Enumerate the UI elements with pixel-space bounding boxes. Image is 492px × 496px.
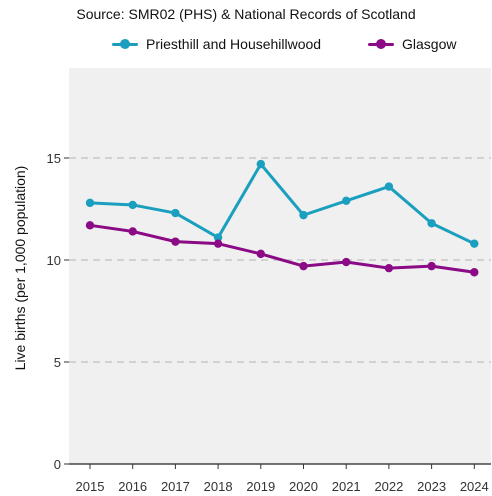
data-point-s1-2021 [342, 257, 351, 267]
data-point-s0-2020 [299, 210, 308, 220]
legend-item-priesthill: Priesthill and Househillwood [112, 36, 321, 52]
data-point-s1-2016 [128, 227, 137, 236]
x-tick-label: 2019 [246, 479, 275, 494]
data-point-s1-2024 [470, 268, 479, 277]
x-tick-label: 2017 [161, 479, 190, 494]
y-tick-label: 5 [54, 355, 61, 370]
data-point-s0-2022 [384, 182, 394, 191]
data-point-s0-2018 [213, 233, 223, 242]
y-tick-label: 0 [54, 457, 61, 472]
x-tick-label: 2023 [417, 479, 446, 494]
data-point-s0-2015 [85, 198, 95, 208]
legend-swatch-glasgow [368, 37, 394, 51]
data-point-s0-2016 [128, 200, 137, 210]
data-point-s1-2020 [299, 261, 308, 271]
y-tick-label: 15 [47, 151, 61, 166]
data-point-s0-2023 [427, 219, 436, 228]
x-tick-label: 2022 [374, 479, 403, 494]
x-tick-label: 2024 [460, 479, 489, 494]
data-point-s0-2024 [470, 239, 479, 248]
data-point-s1-2018 [213, 239, 223, 248]
legend-label-priesthill: Priesthill and Househillwood [146, 36, 322, 52]
data-point-s1-2015 [85, 221, 95, 230]
data-point-s1-2019 [256, 249, 265, 259]
data-point-s0-2019 [256, 159, 265, 169]
legend-swatch-priesthill [112, 37, 138, 51]
x-tick-label: 2021 [332, 479, 361, 494]
y-tick-label: 10 [47, 253, 61, 268]
data-point-s1-2017 [171, 237, 180, 246]
x-tick-label: 2018 [204, 479, 233, 494]
data-point-s0-2017 [171, 208, 180, 218]
data-point-s0-2021 [342, 196, 351, 206]
series-line-0 [88, 162, 476, 246]
x-tick-label: 2020 [289, 479, 318, 494]
data-point-s1-2023 [427, 261, 436, 271]
legend-label-glasgow: Glasgow [402, 36, 457, 52]
legend: Priesthill and Househillwood Glasgow [0, 36, 492, 56]
series-line-1 [88, 223, 476, 274]
chart-subtitle: Source: SMR02 (PHS) & National Records o… [76, 6, 416, 22]
legend-item-glasgow: Glasgow [368, 36, 456, 52]
x-tick-label: 2015 [76, 479, 105, 494]
data-point-s1-2022 [384, 263, 394, 273]
x-tick-label: 2016 [118, 479, 147, 494]
